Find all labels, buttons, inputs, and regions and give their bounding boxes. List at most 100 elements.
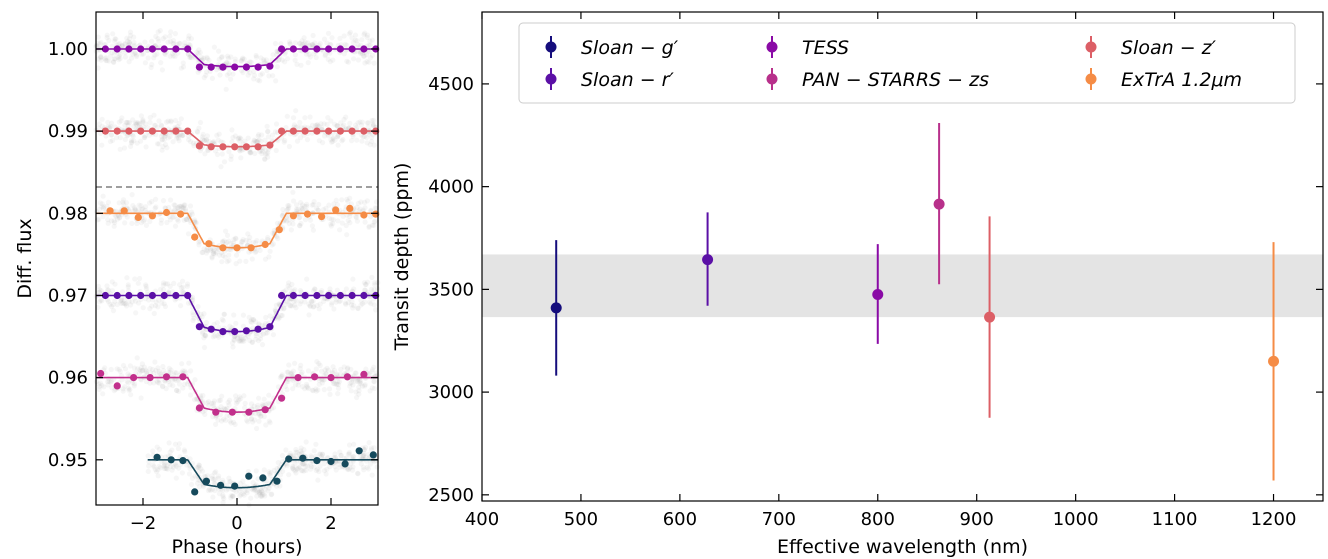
noise-point [347, 383, 353, 389]
noise-point [201, 335, 207, 341]
noise-point [117, 135, 123, 141]
binned-flux-point [146, 374, 154, 382]
noise-point [137, 120, 143, 126]
noise-point [265, 236, 271, 243]
noise-point [106, 37, 112, 44]
noise-point [175, 218, 181, 224]
noise-point [98, 39, 104, 45]
noise-point [126, 36, 133, 42]
noise-point [108, 366, 114, 373]
noise-point [176, 465, 182, 471]
noise-point [129, 192, 135, 198]
noise-point [310, 304, 316, 310]
noise-point [240, 323, 246, 329]
noise-point [202, 151, 208, 157]
noise-point [305, 368, 312, 374]
noise-point [146, 200, 153, 206]
noise-point [265, 129, 271, 135]
noise-point [213, 421, 219, 427]
binned-flux-point [303, 210, 312, 218]
noise-point [110, 31, 116, 37]
noise-point [356, 384, 362, 390]
noise-point [323, 370, 329, 377]
noise-point [287, 41, 293, 47]
noise-point [372, 280, 378, 286]
noise-point [221, 311, 227, 317]
noise-point [153, 204, 159, 210]
noise-point [140, 119, 146, 125]
binned-flux-point [219, 328, 227, 336]
noise-point [256, 489, 262, 495]
noise-point [100, 391, 106, 397]
noise-point [282, 59, 288, 65]
noise-point [267, 248, 273, 254]
legend-label: TESS [802, 37, 849, 59]
noise-point [354, 38, 360, 44]
light-curve-y-axis-label: Diff. flux [14, 218, 36, 298]
noise-point [132, 49, 138, 56]
noise-point [157, 28, 163, 34]
noise-point [316, 306, 322, 312]
noise-point [219, 418, 225, 424]
noise-point [133, 298, 139, 304]
binned-flux-point [360, 291, 368, 300]
binned-flux-point [179, 457, 187, 465]
noise-point [160, 144, 166, 150]
noise-point [203, 247, 209, 253]
noise-point [343, 114, 349, 120]
y-tick-label: 0.99 [48, 121, 88, 142]
noise-point [189, 209, 195, 215]
noise-point [357, 377, 363, 383]
noise-point [113, 208, 119, 214]
x-tick-label: 1000 [1053, 509, 1099, 530]
noise-point [357, 380, 363, 386]
noise-point [181, 447, 187, 453]
noise-point [196, 484, 203, 490]
noise-point [331, 217, 337, 223]
noise-point [124, 275, 130, 281]
noise-point [206, 402, 212, 409]
noise-point [225, 53, 231, 59]
noise-point [103, 55, 109, 61]
noise-point [264, 151, 270, 157]
noise-point [329, 139, 335, 145]
noise-point [301, 41, 307, 47]
noise-point [355, 305, 361, 312]
noise-point [281, 306, 287, 312]
noise-point [179, 205, 185, 211]
noise-point [160, 383, 166, 389]
noise-point [225, 399, 231, 405]
noise-point [360, 452, 366, 458]
noise-point [179, 361, 185, 367]
noise-point [128, 32, 134, 38]
noise-point [128, 302, 134, 308]
noise-point [181, 381, 187, 387]
noise-point [323, 471, 329, 477]
noise-point [192, 377, 198, 383]
noise-point [325, 115, 331, 121]
noise-point [143, 367, 149, 373]
noise-point [263, 314, 269, 321]
noise-point [369, 367, 376, 373]
noise-point [114, 216, 121, 222]
noise-point [364, 59, 370, 65]
noise-point [238, 492, 244, 498]
noise-point [294, 138, 301, 144]
noise-point [309, 42, 315, 48]
binned-flux-point [205, 240, 213, 248]
noise-point [362, 281, 369, 288]
noise-point [368, 208, 374, 214]
noise-point [248, 416, 254, 422]
noise-point [297, 222, 303, 229]
noise-point [97, 384, 103, 390]
noise-point [116, 57, 122, 63]
noise-point [199, 468, 206, 474]
legend-label: Sloan − z′ [1121, 37, 1217, 59]
noise-point [203, 333, 209, 339]
noise-point [143, 121, 149, 127]
noise-point [188, 53, 194, 59]
noise-point [110, 137, 116, 143]
noise-point [344, 58, 350, 64]
noise-point [101, 384, 107, 390]
noise-point [346, 451, 352, 457]
